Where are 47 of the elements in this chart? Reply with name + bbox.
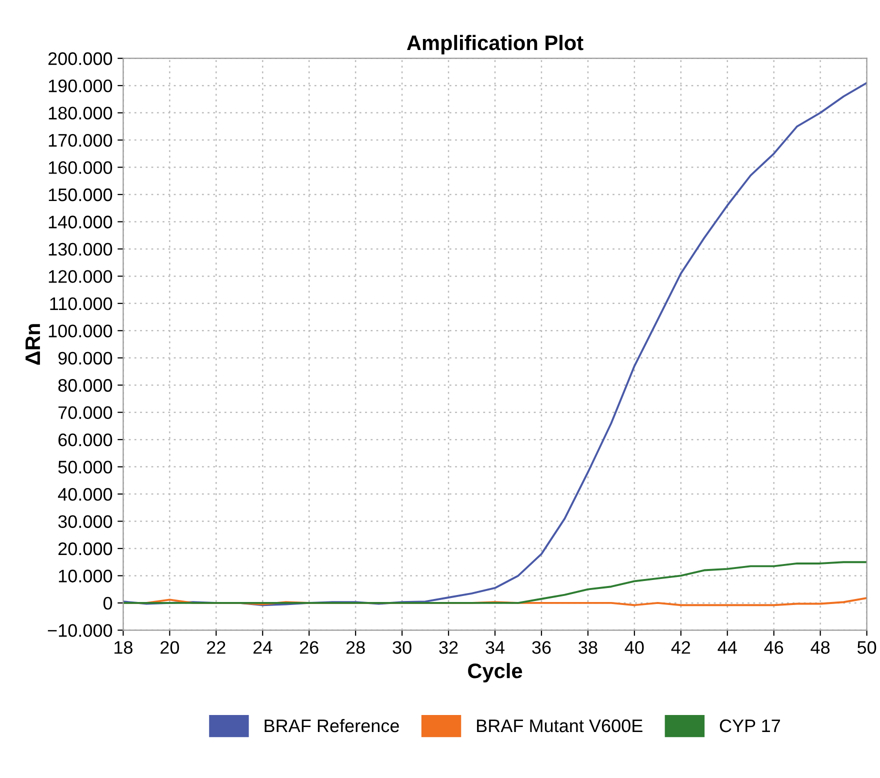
y-tick-label: 100.000 bbox=[48, 324, 112, 338]
y-tick-label: 180.000 bbox=[48, 106, 112, 120]
x-tick-label: 50 bbox=[857, 641, 876, 654]
x-tick-label: 22 bbox=[207, 641, 226, 654]
y-tick-label: 170.000 bbox=[48, 134, 112, 147]
y-tick-label: 80.000 bbox=[58, 379, 112, 392]
y-tick-label: 200.000 bbox=[48, 52, 112, 66]
x-tick-label: 46 bbox=[764, 641, 784, 654]
x-tick-label: 30 bbox=[392, 641, 412, 654]
x-tick-label: 20 bbox=[160, 641, 180, 654]
y-tick-label: 20.000 bbox=[58, 542, 112, 556]
y-tick-label: 140.000 bbox=[48, 216, 112, 228]
y-tick-label: 130.000 bbox=[48, 242, 112, 256]
x-tick-label: 34 bbox=[486, 641, 505, 654]
y-tick-label: 150.000 bbox=[48, 188, 112, 202]
x-tick-label: 26 bbox=[300, 641, 318, 654]
y-tick-label: 190.000 bbox=[48, 80, 112, 92]
y-tick-label: 120.000 bbox=[48, 270, 112, 283]
x-tick-label: 32 bbox=[439, 641, 458, 654]
y-tick-label: 40.000 bbox=[58, 488, 112, 501]
x-tick-label: 42 bbox=[671, 641, 690, 654]
legend-label: CYP 17 bbox=[720, 719, 780, 732]
x-tick-label: 40 bbox=[624, 641, 644, 654]
x-tick-label: 48 bbox=[810, 641, 830, 654]
chart-title: Amplification Plot bbox=[406, 34, 584, 54]
y-tick-label: 50.000 bbox=[58, 460, 112, 474]
x-tick-label: 24 bbox=[253, 641, 272, 654]
y-tick-label: −10.000 bbox=[48, 624, 112, 637]
x-tick-label: 38 bbox=[578, 641, 598, 654]
y-tick-label: 30.000 bbox=[58, 515, 112, 528]
y-axis-title: ΔRn bbox=[26, 324, 40, 365]
x-tick-label: 36 bbox=[532, 641, 551, 654]
y-tick-label: 0 bbox=[103, 596, 112, 610]
x-tick-label: 18 bbox=[114, 641, 132, 654]
y-tick-label: 70.000 bbox=[58, 406, 112, 420]
y-tick-label: 110.000 bbox=[50, 297, 112, 310]
y-tick-label: 90.000 bbox=[58, 352, 112, 365]
y-tick-label: 60.000 bbox=[58, 434, 112, 446]
line-series bbox=[123, 561, 867, 604]
legend-label: BRAF Reference bbox=[264, 718, 399, 732]
x-axis-title: Cycle bbox=[468, 662, 522, 682]
x-tick-label: 44 bbox=[718, 641, 737, 654]
y-tick-label: 10.000 bbox=[58, 570, 112, 582]
x-tick-label: 28 bbox=[346, 641, 365, 654]
line-series bbox=[123, 82, 867, 606]
legend-label: BRAF Mutant V600E bbox=[477, 719, 642, 732]
y-tick-label: 160.000 bbox=[48, 161, 112, 174]
